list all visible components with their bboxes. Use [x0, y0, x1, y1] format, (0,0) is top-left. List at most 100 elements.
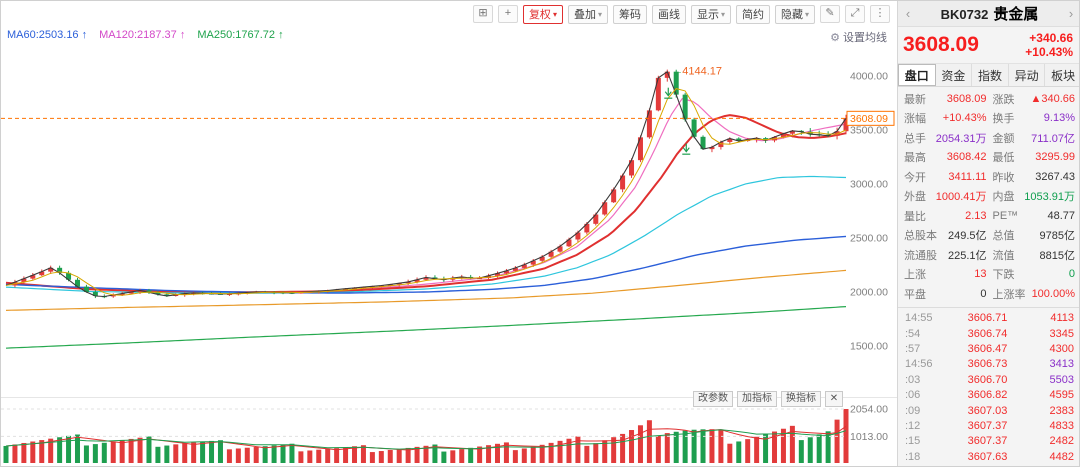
- candles: [12, 69, 849, 299]
- current-price-label: 3608.09: [850, 113, 888, 125]
- tick-volume: 4300: [1049, 342, 1074, 355]
- stat-label: 上涨率: [992, 288, 1026, 301]
- ma-line-ma60: [5, 235, 847, 294]
- stat-cell: PE™ 48.77: [990, 210, 1079, 222]
- gear-icon: ⚙: [830, 31, 840, 44]
- tab-bankuai[interactable]: 板块: [1051, 68, 1076, 83]
- stat-cell: 换手 9.13%: [990, 110, 1079, 126]
- stat-cell: 昨收 3267.43: [990, 169, 1079, 185]
- chevron-left-icon[interactable]: ‹: [905, 6, 911, 21]
- jianyue-button[interactable]: 简约: [735, 4, 770, 24]
- quote-panel: ‹ BK0732 贵金属 › 3608.09 +340.66 +10.43% 盘…: [898, 1, 1079, 467]
- tick-price: 3606.47: [967, 342, 1008, 355]
- yincang-button[interactable]: 隐藏 ▾: [774, 4, 815, 24]
- tab-pankou[interactable]: 盘口: [898, 64, 936, 86]
- stat-label: 涨幅: [904, 113, 926, 126]
- more-icon[interactable]: ⋮: [870, 5, 890, 23]
- tick-row: :12 3607.37 4833: [905, 418, 1074, 433]
- stat-value: 3295.99: [1035, 151, 1075, 164]
- diejia-button[interactable]: 叠加 ▾: [567, 4, 608, 24]
- stat-cell: 下跌 0: [990, 266, 1079, 282]
- tick-price: 3607.03: [967, 404, 1008, 417]
- windows-icon[interactable]: ⊞: [472, 5, 493, 23]
- stat-row: 流通股 225.1亿 流值 8815亿: [901, 245, 1078, 265]
- tick-volume: 3413: [1049, 358, 1074, 371]
- tab-zhishu[interactable]: 指数: [972, 64, 1009, 86]
- stat-label: 今开: [904, 171, 926, 184]
- chart-toolbar: ⊞ + 复权 ▾ 叠加 ▾ 筹码 画线 显示 ▾ 简约 隐藏 ▾ ✎ ⤢ ⋮: [1, 1, 896, 27]
- stat-cell: 总股本 249.5亿: [901, 227, 990, 243]
- pen-icon[interactable]: ✎: [820, 5, 840, 23]
- stat-cell: 涨跌 ▲340.66: [990, 91, 1079, 107]
- sell-marker-icon: [664, 87, 673, 99]
- symbol-title: BK0732 贵金属: [914, 3, 1065, 24]
- stat-value: 8815亿: [1039, 249, 1075, 262]
- tick-row: :57 3606.47 4300: [905, 341, 1074, 356]
- tick-row: :03 3606.70 5503: [905, 372, 1074, 387]
- indicator-button[interactable]: 改参数: [693, 391, 733, 407]
- y-axis-label: 2000.00: [850, 287, 888, 299]
- ma-line-ma5: [5, 88, 847, 296]
- stat-value: 48.77: [1047, 209, 1075, 222]
- symbol-name: 贵金属: [993, 6, 1039, 23]
- tick-time: :12: [905, 419, 921, 432]
- stat-label: 总值: [992, 230, 1015, 243]
- tick-volume: 4482: [1049, 450, 1074, 463]
- tick-price: 3606.70: [967, 373, 1008, 386]
- chevron-down-icon: ▾: [597, 9, 602, 19]
- expand-icon[interactable]: ⤢: [845, 5, 865, 23]
- stat-value: 225.1亿: [947, 249, 987, 262]
- price-line: [5, 70, 847, 298]
- ma-legend-item: MA120:2187.37 ↑: [99, 29, 186, 41]
- indicator-buttons: 改参数 加指标 换指标 ✕: [693, 391, 843, 407]
- tick-list[interactable]: 14:55 3606.71 4113:54 3606.74 3345:57 3606.47…: [898, 306, 1079, 467]
- ma-line-ma250: [5, 306, 847, 349]
- tick-row: :54 3606.74 3345: [905, 326, 1074, 341]
- stat-label: 量比: [904, 210, 926, 223]
- button-label: 简约: [741, 9, 764, 21]
- y-axis-label: 3000.00: [850, 179, 888, 191]
- chevron-right-icon[interactable]: ›: [1068, 6, 1074, 21]
- stat-value: 3267.43: [1035, 170, 1075, 183]
- tick-price: 3607.37: [967, 419, 1008, 432]
- tick-price: 3607.37: [967, 435, 1008, 448]
- peak-arrow-icon: ←: [672, 66, 683, 78]
- indicator-button[interactable]: 换指标: [781, 391, 821, 407]
- stat-cell: 流值 8815亿: [990, 247, 1079, 263]
- ma-settings-button[interactable]: ⚙ 设置均线: [830, 29, 887, 45]
- indicator-button[interactable]: 加指标: [737, 391, 777, 407]
- xianshi-button[interactable]: 显示 ▾: [690, 4, 731, 24]
- close-icon[interactable]: ✕: [825, 391, 843, 407]
- chevron-down-icon: ▾: [552, 9, 557, 19]
- stat-row: 总股本 249.5亿 总值 9785亿: [901, 226, 1078, 246]
- tick-time: :57: [905, 342, 921, 355]
- stat-value: 2054.31万: [935, 132, 987, 145]
- tab-zijin[interactable]: 资金: [936, 64, 973, 86]
- button-label: 筹码: [618, 9, 641, 21]
- stat-cell: 上涨 13: [901, 266, 990, 282]
- huaxian-button[interactable]: 画线: [651, 4, 686, 24]
- stat-cell: 涨幅 +10.43%: [901, 110, 990, 126]
- stat-row: 最新 3608.09 涨跌 ▲340.66: [901, 89, 1078, 109]
- tick-time: :09: [905, 404, 921, 417]
- chouma-button[interactable]: 筹码: [612, 4, 647, 24]
- stat-value: 1000.41万: [935, 191, 987, 204]
- panel-tabs: 盘口 资金 指数 异动 板块: [898, 63, 1079, 87]
- symbol-code: BK0732: [940, 7, 989, 22]
- kline-chart[interactable]: 4000.00 3500.00 3000.00 2500.00 2000.00 1500.…: [1, 1, 898, 466]
- tick-time: :15: [905, 435, 921, 448]
- fuquan-button[interactable]: 复权 ▾: [522, 4, 563, 24]
- add-overlay-icon[interactable]: +: [497, 5, 518, 23]
- quote-summary: 3608.09 +340.66 +10.43%: [898, 27, 1079, 63]
- stat-label: PE™: [992, 209, 1019, 222]
- stat-cell: 上涨率 100.00%: [990, 286, 1079, 302]
- y-axis-label: 1500.00: [850, 341, 888, 353]
- stat-cell: 平盘 0: [901, 286, 990, 302]
- tab-yidong[interactable]: 异动: [1009, 64, 1046, 86]
- volume-bars: [3, 409, 849, 463]
- button-label: 叠加: [573, 9, 596, 21]
- stat-cell: 最高 3608.42: [901, 149, 990, 165]
- stat-value: 249.5亿: [947, 230, 987, 243]
- ma-legend-item: MA60:2503.16 ↑: [7, 29, 88, 41]
